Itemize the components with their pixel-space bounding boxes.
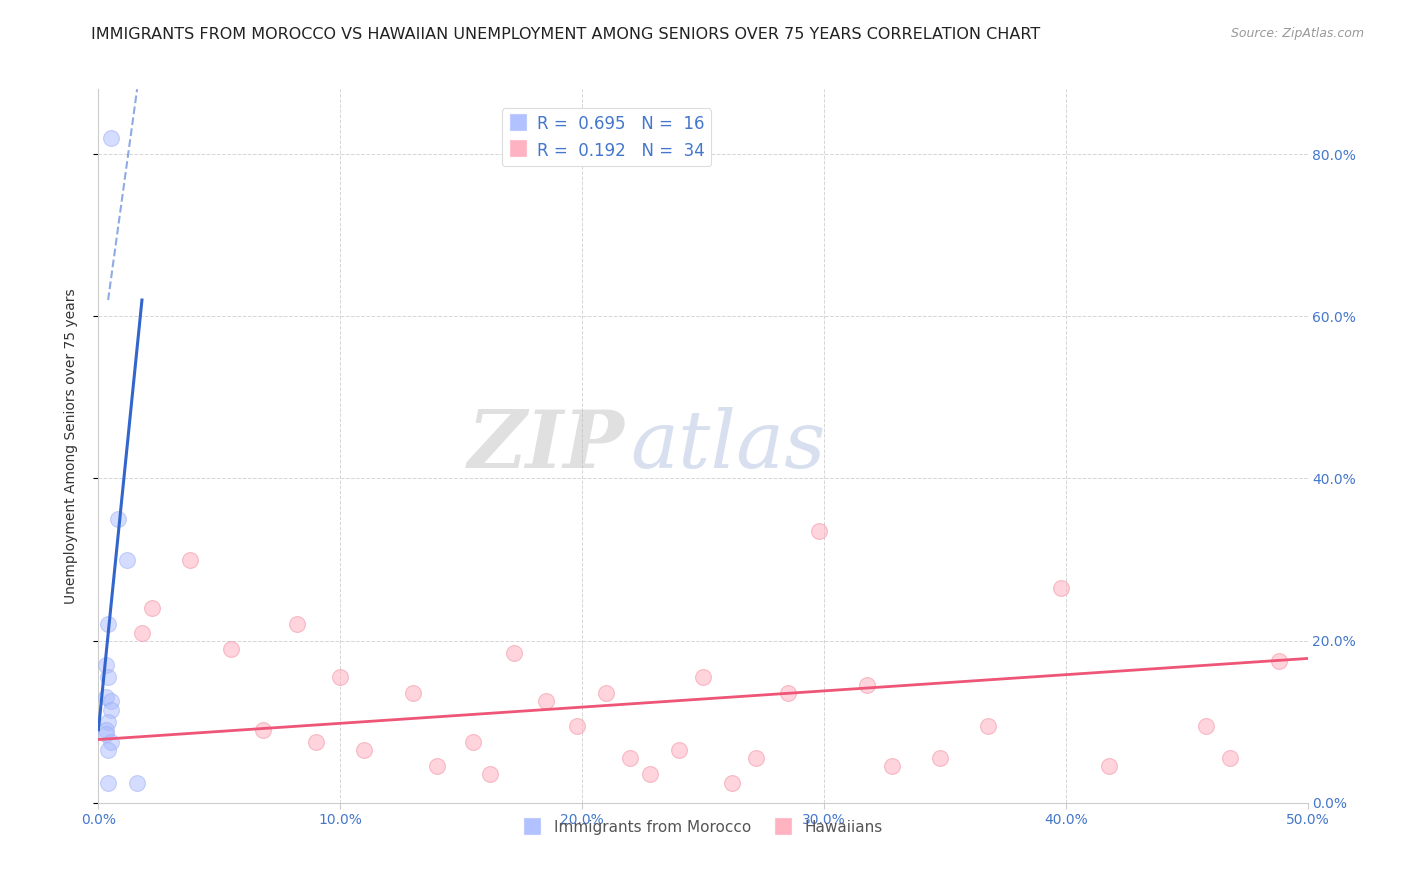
Point <box>127 775 149 789</box>
Point <box>94 690 117 705</box>
Point <box>595 686 617 700</box>
Point <box>856 678 879 692</box>
Point <box>692 670 714 684</box>
Point <box>329 670 352 684</box>
Point <box>305 735 328 749</box>
Point <box>94 657 117 672</box>
Point <box>179 552 201 566</box>
Point <box>808 524 831 538</box>
Point <box>534 694 557 708</box>
Point <box>567 719 589 733</box>
Point <box>141 601 163 615</box>
Point <box>1219 751 1241 765</box>
Point <box>463 735 485 749</box>
Point <box>97 617 120 632</box>
Point <box>107 512 129 526</box>
Text: IMMIGRANTS FROM MOROCCO VS HAWAIIAN UNEMPLOYMENT AMONG SENIORS OVER 75 YEARS COR: IMMIGRANTS FROM MOROCCO VS HAWAIIAN UNEM… <box>91 27 1040 42</box>
Point <box>97 670 120 684</box>
Y-axis label: Unemployment Among Seniors over 75 years: Unemployment Among Seniors over 75 years <box>63 288 77 604</box>
Point <box>721 775 744 789</box>
Point <box>977 719 1000 733</box>
Text: Source: ZipAtlas.com: Source: ZipAtlas.com <box>1230 27 1364 40</box>
Point <box>745 751 768 765</box>
Point <box>100 694 122 708</box>
Point <box>100 735 122 749</box>
Point <box>94 727 117 741</box>
Point <box>668 743 690 757</box>
Point <box>97 743 120 757</box>
Point <box>353 743 375 757</box>
Text: ZIP: ZIP <box>468 408 624 484</box>
Point <box>97 775 120 789</box>
Point <box>285 617 308 632</box>
Point <box>97 714 120 729</box>
Point <box>402 686 425 700</box>
Point <box>619 751 641 765</box>
Point <box>929 751 952 765</box>
Point <box>479 767 502 781</box>
Point <box>100 131 122 145</box>
Point <box>100 702 122 716</box>
Point <box>880 759 903 773</box>
Point <box>221 641 243 656</box>
Point <box>638 767 661 781</box>
Point <box>426 759 449 773</box>
Point <box>1267 654 1289 668</box>
Point <box>776 686 799 700</box>
Point <box>1195 719 1218 733</box>
Legend: Immigrants from Morocco, Hawaiians: Immigrants from Morocco, Hawaiians <box>517 814 889 841</box>
Point <box>117 552 139 566</box>
Point <box>1050 581 1073 595</box>
Point <box>131 625 153 640</box>
Point <box>1098 759 1121 773</box>
Point <box>503 646 526 660</box>
Text: atlas: atlas <box>630 408 825 484</box>
Point <box>252 723 274 737</box>
Point <box>94 723 117 737</box>
